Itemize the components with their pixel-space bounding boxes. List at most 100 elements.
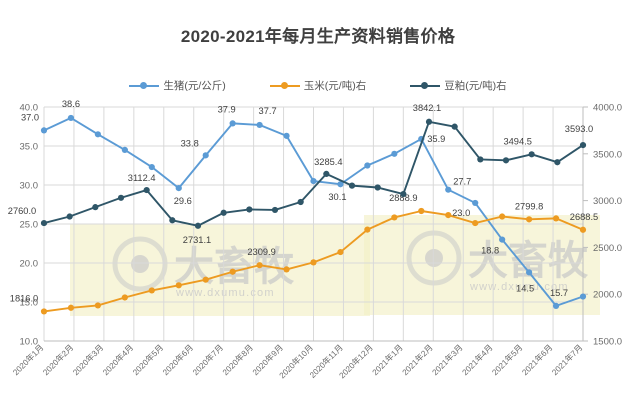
data-point[interactable] — [175, 282, 182, 289]
data-point[interactable] — [499, 213, 506, 220]
data-point[interactable] — [229, 120, 236, 127]
data-point[interactable] — [391, 214, 398, 221]
chart-title: 2020-2021年每月生产资料销售价格 — [180, 27, 456, 46]
data-point[interactable] — [143, 186, 150, 194]
data-point[interactable] — [374, 184, 381, 191]
legend-marker-icon — [129, 81, 160, 91]
data-point[interactable] — [526, 216, 533, 223]
data-point[interactable] — [526, 269, 533, 276]
data-point[interactable] — [256, 121, 263, 129]
legend-item-label: 玉米(元/吨)右 — [303, 80, 367, 92]
x-axis-tick-label: 2021年6月 — [520, 342, 555, 377]
data-point[interactable] — [554, 159, 561, 166]
data-point[interactable] — [579, 293, 587, 300]
watermark-band-1 — [70, 224, 370, 316]
data-point[interactable] — [472, 199, 479, 207]
chart-legend: 生猪(元/公斤) 玉米(元/吨)右 豆粕(元/吨)右 — [0, 78, 636, 93]
x-axis-tick-label: 2021年3月 — [430, 342, 465, 377]
data-point[interactable] — [148, 287, 155, 294]
data-point[interactable] — [121, 146, 128, 153]
data-point[interactable] — [445, 186, 452, 193]
data-point-label: 3842.1 — [413, 103, 441, 113]
data-point[interactable] — [256, 262, 263, 269]
svg-text:2021年1月: 2021年1月 — [370, 342, 405, 377]
watermark-ring-icon — [112, 236, 168, 292]
data-point[interactable] — [391, 150, 398, 157]
svg-text:2020年1月: 2020年1月 — [11, 342, 46, 377]
svg-text:2020年3月: 2020年3月 — [71, 342, 106, 377]
data-point[interactable] — [121, 294, 128, 301]
data-point[interactable] — [337, 181, 344, 188]
data-point-label: 2760.0 — [8, 206, 36, 216]
data-point[interactable] — [94, 302, 101, 309]
data-point[interactable] — [499, 236, 506, 243]
data-point[interactable] — [220, 209, 227, 216]
data-point[interactable] — [323, 170, 330, 177]
x-axis-tick-label: 2020年7月 — [190, 342, 225, 377]
legend-item-1[interactable]: 生猪(元/公斤) — [129, 78, 226, 93]
y-axis-left-tick-label: 35.0 — [20, 142, 39, 153]
watermark-dot-icon — [131, 255, 149, 273]
y-axis-left-tick-label: 10.0 — [20, 337, 39, 348]
data-point[interactable] — [148, 163, 155, 171]
data-point[interactable] — [445, 212, 452, 219]
data-point[interactable] — [451, 123, 458, 130]
data-point[interactable] — [40, 127, 48, 134]
data-point[interactable] — [310, 178, 317, 185]
data-point[interactable] — [418, 207, 425, 215]
svg-text:2021年4月: 2021年4月 — [460, 342, 495, 377]
svg-text:2020年5月: 2020年5月 — [130, 342, 165, 377]
data-point[interactable] — [579, 226, 587, 233]
data-point-label: 2888.9 — [389, 193, 417, 203]
data-point[interactable] — [337, 248, 344, 256]
data-point[interactable] — [66, 213, 73, 220]
data-point[interactable] — [40, 219, 48, 227]
svg-text:2021年2月: 2021年2月 — [400, 342, 435, 377]
data-point[interactable] — [425, 118, 433, 125]
data-point[interactable] — [283, 266, 290, 273]
y-axis-right-tick-label: 3000.0 — [593, 196, 622, 207]
legend-item-3[interactable]: 豆粕(元/吨)右 — [410, 78, 507, 93]
data-point[interactable] — [229, 268, 236, 275]
data-point[interactable] — [348, 182, 356, 189]
data-point[interactable] — [472, 219, 479, 227]
data-point-label: 29.6 — [174, 196, 192, 206]
data-point[interactable] — [194, 222, 202, 229]
data-point-label: 2731.1 — [183, 235, 211, 245]
data-point[interactable] — [528, 151, 535, 158]
series-3 — [40, 118, 587, 229]
data-point[interactable] — [175, 185, 182, 192]
data-point[interactable] — [94, 131, 101, 138]
data-point[interactable] — [67, 114, 75, 122]
x-axis-tick-label: 2021年1月 — [370, 342, 405, 377]
watermark-url-text: www.dxumu.com — [175, 287, 275, 299]
y-axis-left-tick-label: 25.0 — [20, 220, 39, 231]
data-point[interactable] — [400, 190, 407, 198]
data-point[interactable] — [92, 204, 99, 211]
y-axis-left-tick-label: 20.0 — [20, 259, 39, 270]
data-point[interactable] — [40, 308, 48, 315]
data-point[interactable] — [169, 217, 176, 224]
data-point[interactable] — [246, 206, 253, 213]
data-point-label: 3112.4 — [128, 173, 156, 183]
legend-item-label: 生猪(元/公斤) — [163, 80, 226, 92]
data-point[interactable] — [310, 259, 317, 266]
data-point[interactable] — [283, 132, 290, 139]
data-point[interactable] — [579, 141, 587, 149]
data-point[interactable] — [297, 198, 304, 206]
data-point[interactable] — [117, 194, 125, 201]
data-point[interactable] — [364, 226, 371, 233]
data-point[interactable] — [67, 304, 75, 311]
data-point[interactable] — [202, 276, 209, 283]
data-point[interactable] — [552, 215, 560, 222]
x-axis-tick-label: 2020年3月 — [71, 342, 106, 377]
data-point[interactable] — [502, 157, 510, 164]
data-point[interactable] — [202, 152, 209, 159]
data-point[interactable] — [364, 162, 371, 169]
data-point-label: 30.1 — [328, 192, 346, 202]
data-point[interactable] — [477, 156, 484, 163]
data-point-label: 37.0 — [21, 112, 39, 122]
data-point[interactable] — [271, 206, 279, 214]
data-point[interactable] — [552, 302, 560, 309]
legend-item-2[interactable]: 玉米(元/吨)右 — [269, 78, 367, 93]
